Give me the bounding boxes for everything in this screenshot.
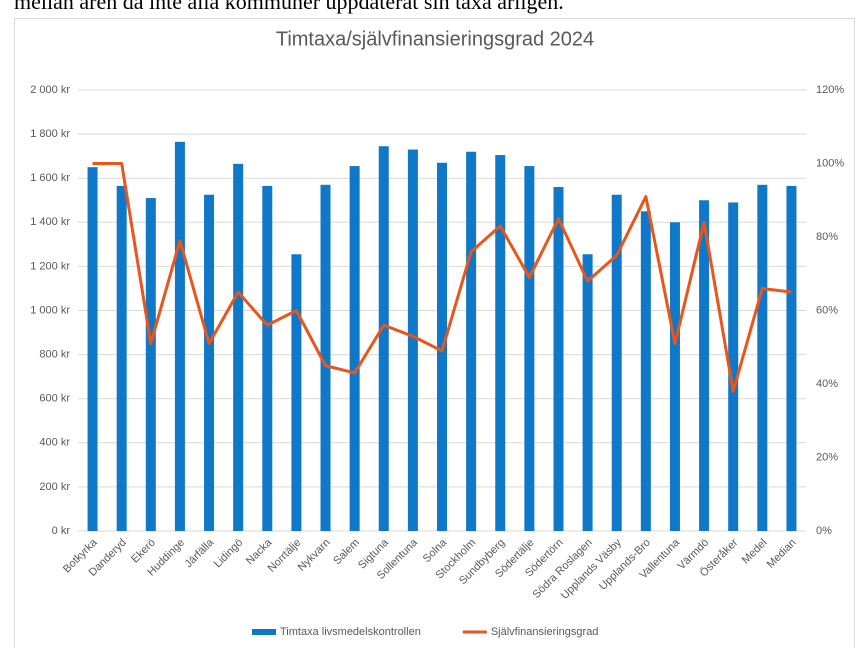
bar xyxy=(582,254,593,531)
bar xyxy=(349,166,360,531)
bar xyxy=(204,194,215,532)
bar xyxy=(116,185,127,532)
bar xyxy=(611,194,622,532)
y-tick-label: 600 kr xyxy=(39,393,70,405)
bar xyxy=(174,141,185,531)
bar xyxy=(407,149,418,531)
bar xyxy=(87,167,98,532)
bar xyxy=(524,166,535,531)
y2-tick-label: 80% xyxy=(816,231,838,243)
bar xyxy=(291,254,302,531)
bar xyxy=(145,198,156,532)
y-tick-label: 1 800 kr xyxy=(30,128,70,140)
legend-label: Timtaxa livsmedelskontrollen xyxy=(280,626,421,638)
bar xyxy=(669,222,680,532)
y2-tick-label: 20% xyxy=(816,451,838,463)
y-tick-label: 1 200 kr xyxy=(30,260,70,272)
bar xyxy=(495,155,506,532)
bar xyxy=(378,146,389,532)
y-tick-label: 1 400 kr xyxy=(30,216,70,228)
chart-title: Timtaxa/självfinansieringsgrad 2024 xyxy=(276,28,594,50)
line xyxy=(92,162,792,393)
bar xyxy=(640,211,651,531)
y2-tick-label: 0% xyxy=(816,525,832,537)
bar xyxy=(786,185,797,532)
y2-tick-label: 120% xyxy=(816,84,844,96)
bar xyxy=(553,187,564,531)
bar xyxy=(728,202,739,531)
bar xyxy=(320,184,331,531)
legend-label: Självfinansieringsgrad xyxy=(491,626,599,638)
bar xyxy=(466,151,477,532)
legend-swatch xyxy=(252,629,276,635)
bar xyxy=(233,163,244,531)
y-tick-label: 2 000 kr xyxy=(30,84,70,96)
y-tick-label: 400 kr xyxy=(39,437,70,449)
y2-tick-label: 60% xyxy=(816,304,838,316)
bar xyxy=(699,200,710,531)
bar xyxy=(757,184,768,531)
bar xyxy=(262,185,273,532)
y-tick-label: 200 kr xyxy=(39,481,70,493)
y2-tick-label: 100% xyxy=(816,157,844,169)
y-tick-label: 800 kr xyxy=(39,349,70,361)
y-tick-label: 0 kr xyxy=(52,525,71,537)
y-tick-label: 1 600 kr xyxy=(30,172,70,184)
y2-tick-label: 40% xyxy=(816,378,838,390)
y-tick-label: 1 000 kr xyxy=(30,304,70,316)
header-text: mellan åren då inte alla kommuner uppdat… xyxy=(14,0,564,14)
